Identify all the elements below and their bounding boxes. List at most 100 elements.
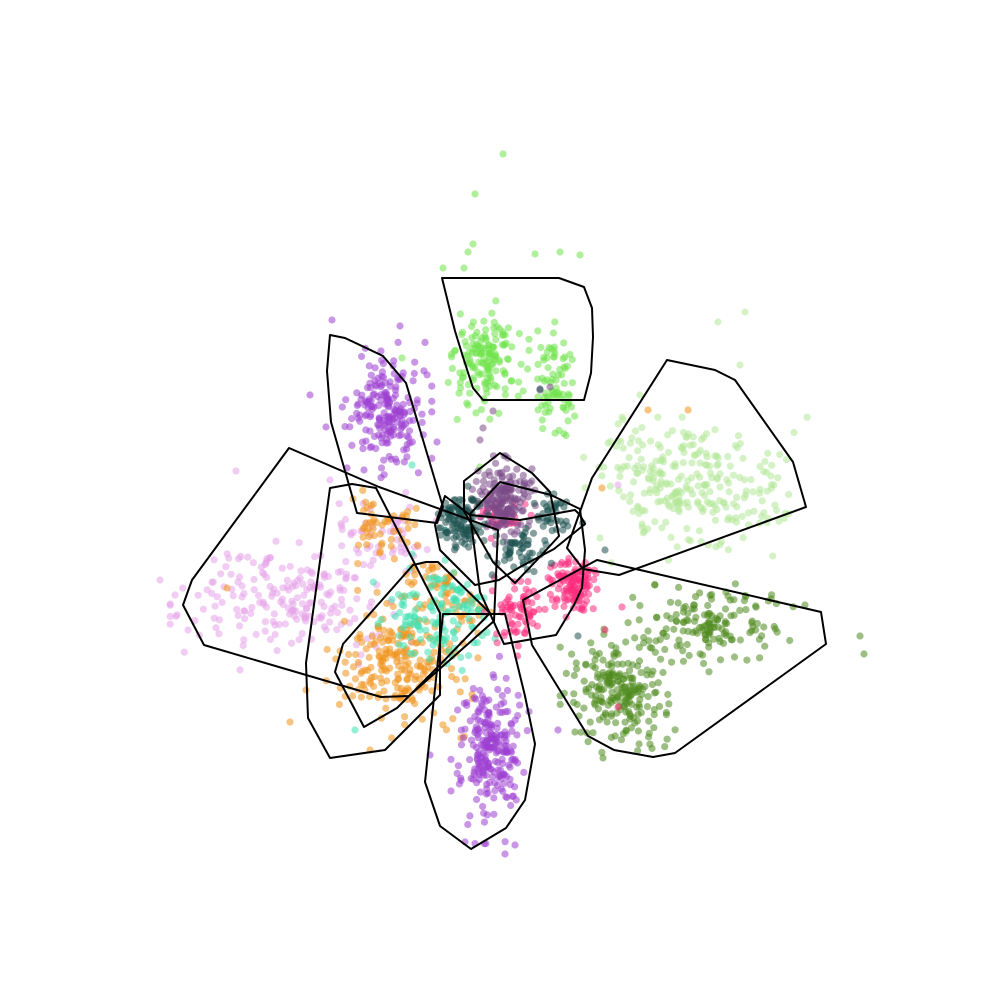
point-pink-lavender (334, 609, 342, 617)
point-darkgreen (651, 689, 659, 697)
point-lightgreen (761, 457, 769, 466)
point-plum (476, 436, 484, 444)
point-darkgreen (698, 651, 707, 659)
point-teal (413, 591, 421, 599)
point-lightgreen (756, 489, 764, 497)
point-purple-top (393, 418, 401, 426)
point-purple-top (383, 393, 391, 401)
point-plum (479, 424, 487, 432)
point-darkgreen (594, 670, 602, 678)
point-darkgreen (611, 732, 619, 740)
point-darkgreen (613, 709, 621, 717)
point-darkgreen (706, 629, 714, 637)
point-pink-lavender (369, 556, 377, 564)
hull-plum (463, 452, 560, 584)
point-orange (345, 650, 353, 659)
point-purple-top (358, 352, 366, 361)
point-purple-bottom (490, 794, 498, 802)
point-magenta (510, 585, 519, 593)
point-pink-lavender (320, 573, 328, 582)
point-orange (408, 580, 416, 589)
point-lime (486, 415, 494, 423)
point-pink-lavender (218, 598, 226, 607)
point-teal (404, 613, 412, 621)
point-orange (387, 535, 395, 544)
point-plum (515, 503, 523, 511)
point-lime (492, 336, 500, 344)
point-magenta (557, 561, 565, 569)
point-lightgreen (634, 462, 642, 470)
point-purple-bottom (482, 697, 490, 705)
point-darkgreen (667, 615, 675, 623)
point-darkgreen (588, 647, 597, 655)
point-orange (354, 658, 362, 666)
point-lime (546, 404, 554, 412)
point-darkgreen (608, 688, 616, 696)
point-teal (406, 591, 414, 600)
point-purple-bottom (490, 732, 498, 740)
point-lightgreen (665, 502, 674, 510)
point-darkgreen (634, 727, 643, 735)
point-lime (556, 365, 564, 374)
point-pink-lavender (273, 647, 281, 655)
point-orange (459, 639, 467, 647)
point-darkgreen (649, 667, 657, 675)
point-purple-bottom (473, 795, 481, 804)
point-darkteal (530, 499, 538, 507)
point-lime (472, 409, 480, 417)
point-darkgreen (705, 643, 713, 651)
point-orange (403, 676, 411, 684)
point-purple-top (420, 367, 428, 375)
point-pink-lavender (250, 575, 258, 584)
point-lightgreen (716, 483, 724, 491)
point-purple-bottom (502, 708, 510, 716)
point-pink-lavender (303, 566, 311, 574)
point-pink-lavender (156, 576, 164, 584)
point-lightgreen (662, 518, 670, 526)
point-pink-lavender (283, 583, 291, 591)
point-lightgreen (768, 461, 776, 469)
point-lightgreen (606, 482, 615, 490)
point-lightgreen (626, 497, 634, 505)
point-lime (477, 337, 485, 345)
point-purple-top (365, 362, 373, 370)
point-darkgreen (731, 580, 740, 588)
point-darkgreen (683, 640, 691, 649)
point-pink-lavender (203, 586, 211, 594)
point-purple-bottom (490, 673, 498, 682)
point-purple-bottom (473, 779, 481, 787)
point-pink-lavender (281, 620, 289, 628)
point-darkteal (499, 538, 507, 546)
point-lightgreen (654, 413, 662, 421)
point-lightgreen (749, 488, 757, 496)
point-purple-bottom (513, 731, 521, 739)
point-orange (377, 660, 385, 669)
point-pink-lavender (325, 591, 333, 599)
point-teal (411, 606, 419, 615)
point-teal (450, 605, 458, 613)
point-magenta (520, 629, 529, 637)
point-darkgreen (714, 615, 722, 624)
point-darkgreen (752, 626, 760, 634)
point-purple-top (368, 402, 376, 410)
point-lightgreen (698, 435, 706, 443)
point-lightgreen (615, 487, 623, 495)
point-darkgreen (666, 598, 675, 606)
point-purple-top (328, 316, 336, 324)
point-orange (323, 645, 331, 654)
point-teal (464, 606, 472, 614)
point-darkgreen (604, 661, 613, 669)
point-plum (506, 486, 515, 494)
point-purple-bottom (467, 736, 476, 744)
point-darkgreen (582, 661, 590, 669)
point-darkteal (559, 526, 567, 534)
point-lime (537, 343, 545, 352)
point-teal (388, 595, 396, 604)
point-darkgreen (614, 692, 622, 700)
point-purple-bottom (457, 741, 466, 749)
point-orange (382, 633, 391, 641)
point-plum (491, 485, 499, 493)
point-purple-top (394, 338, 402, 346)
point-lime (482, 326, 490, 334)
point-lime (539, 425, 547, 433)
